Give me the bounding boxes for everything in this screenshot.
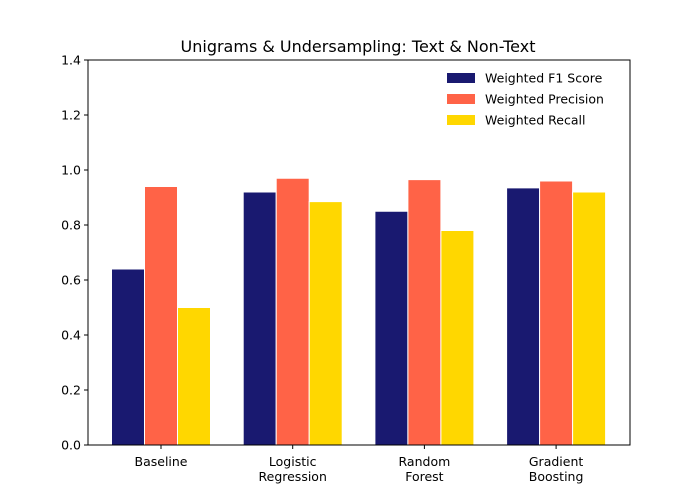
bar-series-1-category-0	[144, 186, 178, 446]
legend-swatch-2	[447, 115, 475, 125]
y-tick-label: 1.2	[61, 108, 81, 123]
bar-series-0-category-3	[506, 187, 541, 446]
bar-series-0-category-1	[242, 191, 277, 446]
x-tick-label: Boosting	[529, 469, 584, 484]
bar-series-2-category-3	[572, 191, 607, 446]
bar-series-0-category-2	[374, 210, 409, 446]
y-tick-label: 0.2	[61, 383, 81, 398]
y-tick-label: 0.0	[61, 438, 81, 453]
bar-series-0-category-0	[111, 268, 145, 446]
bar-series-2-category-2	[440, 230, 475, 446]
bar-series-1-category-2	[407, 179, 442, 446]
bar-series-2-category-1	[308, 201, 343, 446]
x-tick-label: Baseline	[135, 454, 188, 469]
y-tick-label: 1.4	[61, 53, 81, 68]
plot-frame	[87, 59, 631, 446]
legend-swatch-1	[447, 94, 475, 104]
chart-title: Unigrams & Undersampling: Text & Non-Tex…	[181, 37, 536, 56]
bar-series-1-category-1	[275, 177, 310, 446]
x-tick-label: Regression	[259, 469, 327, 484]
bar-series-2-category-0	[177, 307, 211, 446]
y-tick-label: 1.0	[61, 163, 81, 178]
x-tick-label: Gradient	[529, 454, 584, 469]
legend-label-1: Weighted Precision	[485, 92, 604, 107]
legend-label-0: Weighted F1 Score	[485, 71, 603, 86]
legend: Weighted F1 Score Weighted Precision Weigh…	[447, 71, 604, 128]
y-tick-label: 0.8	[61, 218, 81, 233]
bars-group	[111, 177, 607, 446]
y-axis: 0.0 0.2 0.4 0.6 0.8 1.0 1.2 1.4	[61, 53, 88, 453]
bar-series-1-category-3	[539, 180, 574, 446]
y-tick-label: 0.6	[61, 273, 81, 288]
legend-swatch-0	[447, 73, 475, 83]
x-tick-label: Random	[399, 454, 451, 469]
x-tick-label: Forest	[405, 469, 443, 484]
y-tick-label: 0.4	[61, 328, 81, 343]
x-tick-label: Logistic	[269, 454, 317, 469]
legend-label-2: Weighted Recall	[485, 113, 585, 128]
